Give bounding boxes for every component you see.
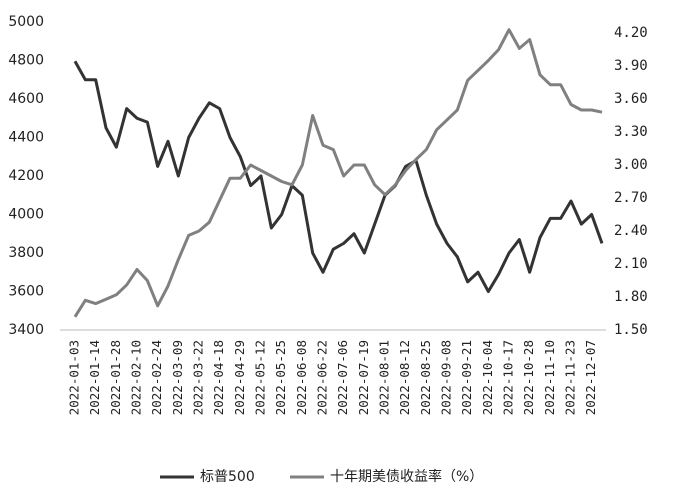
x-tick-label: 2022-09-21 [459,340,474,415]
x-tick-label: 2022-10-17 [501,340,516,415]
x-tick-label: 2022-11-10 [542,340,557,415]
x-tick-label: 2022-05-25 [273,340,288,415]
y2-tick-label: 3.90 [614,58,648,74]
x-tick-label: 2022-08-12 [397,340,412,415]
x-tick-label: 2022-07-06 [335,340,350,415]
y2-tick-label: 1.50 [614,322,648,338]
y-tick-label: 5000 [8,14,44,30]
legend-label: 标普500 [200,469,255,485]
x-tick-label: 2022-09-08 [439,340,454,415]
x-tick-label: 2022-04-29 [232,340,247,415]
x-tick-label: 2022-08-01 [377,340,392,415]
y-tick-label: 3400 [8,322,44,338]
y2-tick-label: 3.00 [614,157,648,173]
y2-tick-label: 4.20 [614,25,648,41]
x-tick-label: 2022-05-12 [253,340,268,415]
y2-tick-label: 3.30 [614,124,648,140]
y-tick-label: 4600 [8,91,44,107]
x-tick-label: 2022-12-07 [583,340,598,415]
series-line [73,28,603,318]
x-tick-label: 2022-03-22 [191,340,206,415]
x-tick-label: 2022-02-24 [149,340,164,415]
x-tick-label: 2022-01-28 [108,340,123,415]
legend-label: 十年期美债收益率（%） [330,468,483,485]
x-tick-label: 2022-04-18 [211,340,226,415]
x-tick-label: 2022-01-03 [67,340,82,415]
x-tick-label: 2022-03-09 [170,340,185,415]
x-tick-label: 2022-06-08 [294,340,309,415]
y-tick-label: 4000 [8,207,44,223]
y-tick-label: 4200 [8,168,44,184]
series-line [73,60,604,293]
x-tick-label: 2022-06-22 [315,340,330,415]
x-tick-label: 2022-10-28 [521,340,536,415]
y2-tick-label: 2.40 [614,223,648,239]
x-tick-label: 2022-11-23 [563,340,578,415]
y2-tick-label: 2.70 [614,190,648,206]
x-tick-label: 2022-08-25 [418,340,433,415]
y-tick-label: 4400 [8,130,44,146]
x-tick-label: 2022-02-10 [129,340,144,415]
y2-tick-label: 2.10 [614,256,648,272]
y-tick-label: 3800 [8,245,44,261]
x-tick-label: 2022-07-19 [356,340,371,415]
x-tick-label: 2022-10-04 [480,340,495,415]
y-tick-label: 3600 [8,284,44,300]
x-tick-label: 2022-01-14 [87,340,102,415]
y2-tick-label: 3.60 [614,91,648,107]
y2-tick-label: 1.80 [614,289,648,305]
y-tick-label: 4800 [8,53,44,69]
